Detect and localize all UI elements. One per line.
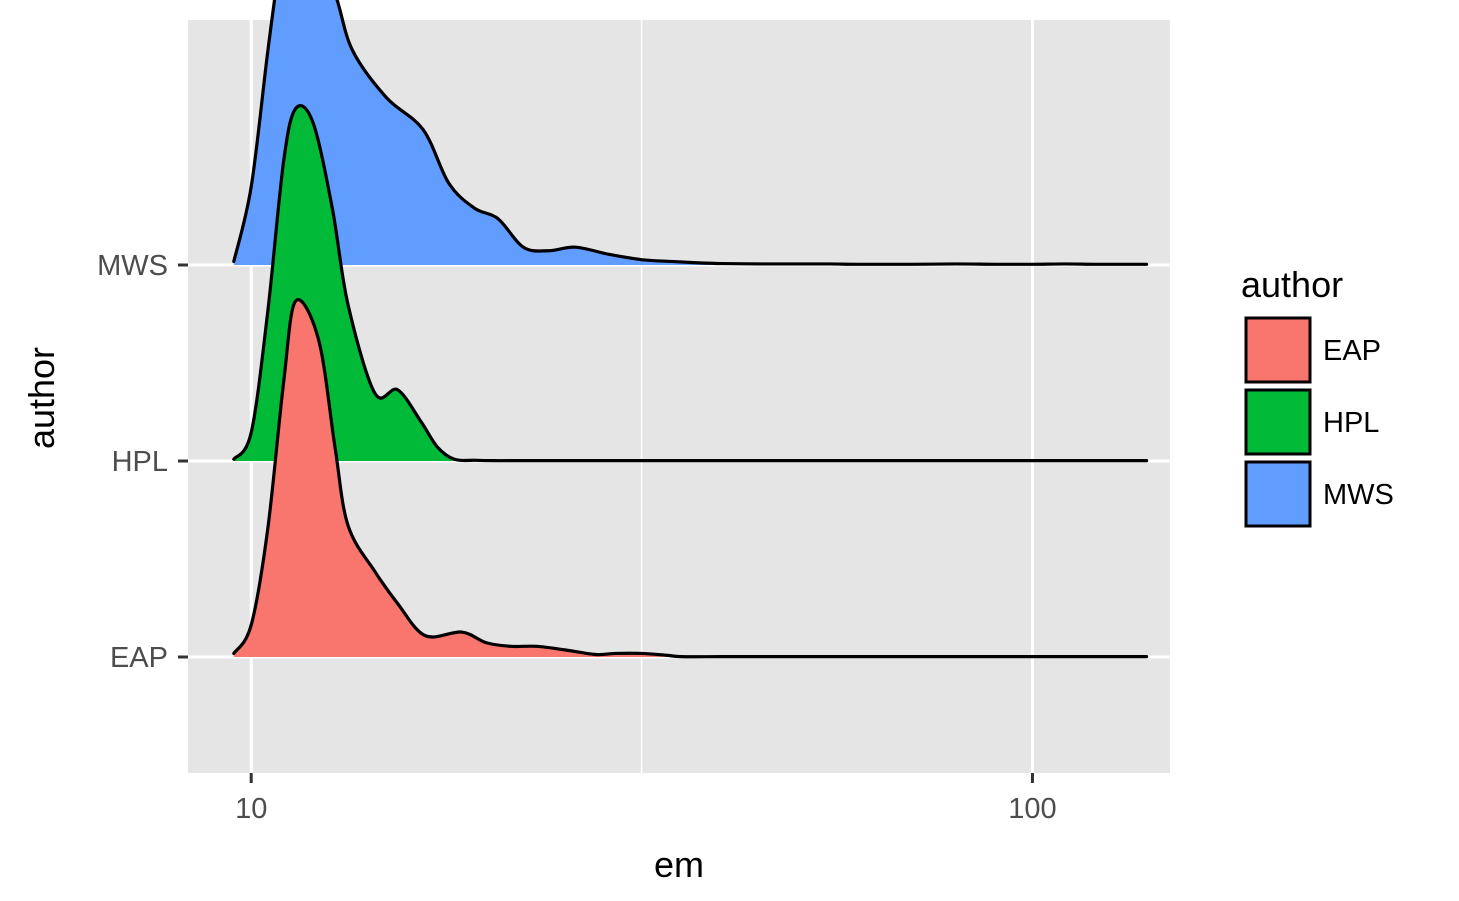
- legend-key-eap: [1244, 316, 1312, 384]
- y-tick-label-hpl: HPL: [112, 446, 168, 478]
- legend-key-hpl: [1244, 388, 1312, 456]
- y-tick-label-eap: EAP: [110, 642, 168, 674]
- y-tick-label-mws: MWS: [97, 250, 168, 282]
- ridge-outline-eap: [232, 298, 1149, 659]
- legend-key-mws: [1244, 460, 1312, 528]
- x-tick-label: 10: [235, 793, 267, 825]
- x-axis-title: em: [654, 844, 704, 885]
- ridge-fill-eap: [233, 299, 1147, 657]
- x-tick-label: 100: [1008, 793, 1056, 825]
- ridge-outline-mws: [232, 0, 1149, 266]
- density-ridges: [232, 0, 1149, 659]
- ridge-outline-hpl: [232, 104, 1149, 463]
- x-axis: 10 100: [235, 773, 1057, 825]
- y-axis-title: author: [21, 347, 62, 449]
- legend: author EAP HPL MWS: [1241, 264, 1394, 528]
- legend-label-eap: EAP: [1323, 335, 1381, 367]
- legend-title: author: [1241, 264, 1343, 305]
- legend-label-hpl: HPL: [1323, 407, 1379, 439]
- y-axis: EAP HPL MWS: [97, 250, 188, 674]
- legend-label-mws: MWS: [1323, 479, 1394, 511]
